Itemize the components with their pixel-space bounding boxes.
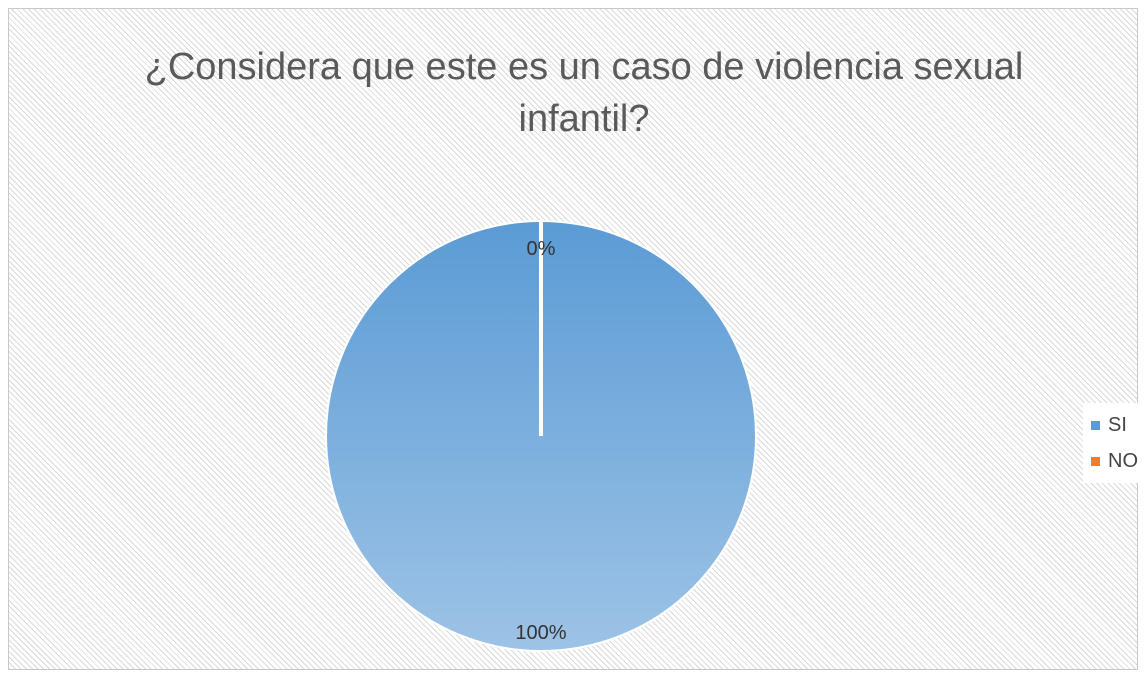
legend-item-si: SI — [1083, 407, 1145, 443]
legend-swatch-si — [1091, 420, 1100, 430]
chart-area: ¿Considera que este es un caso de violen… — [8, 8, 1145, 670]
legend-label-si: SI — [1108, 413, 1127, 436]
legend-label-no: NO — [1108, 449, 1138, 472]
pie-chart: 100% 0% — [325, 220, 757, 652]
data-label-no: 0% — [527, 238, 556, 260]
legend-swatch-no — [1091, 456, 1100, 466]
chart-title: ¿Considera que este es un caso de violen… — [144, 46, 1024, 140]
legend-item-no: NO — [1083, 443, 1145, 479]
data-label-si: 100% — [515, 622, 566, 644]
legend: SI NO — [1083, 403, 1145, 483]
